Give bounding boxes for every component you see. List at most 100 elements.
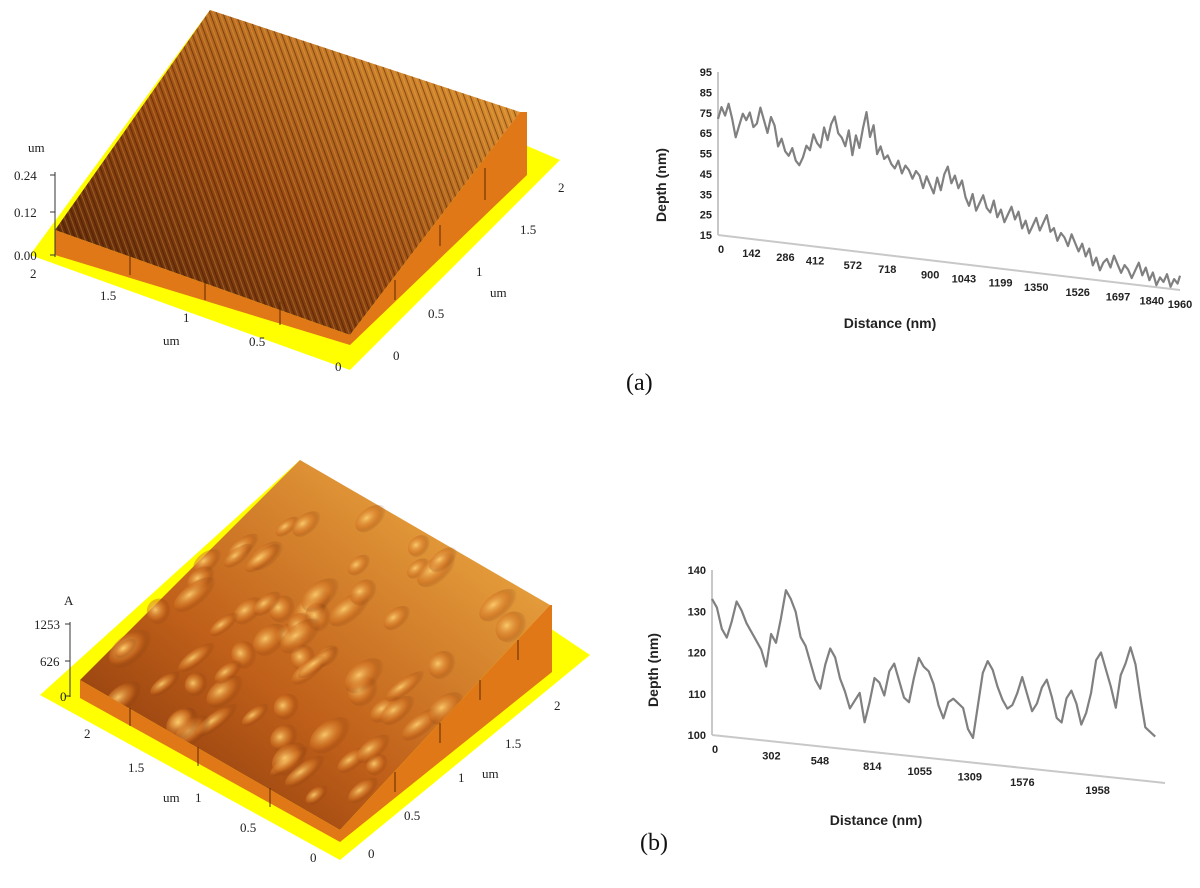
z-tick: 0.12: [14, 205, 37, 220]
x-tick: 0.5: [249, 334, 265, 349]
x-tick-label: 302: [762, 750, 780, 762]
x-tick-label: 286: [776, 252, 794, 264]
profile-chart-b: 140 130 120 110 100 0 302 548 814 1055 1309 1576 195…: [640, 555, 1195, 840]
x-tick-label: 814: [863, 761, 882, 773]
series-line: [716, 102, 1182, 288]
x-tick-label: 1576: [1010, 777, 1034, 789]
surface-bump: [349, 579, 379, 606]
surface-bump: [479, 588, 519, 622]
afm-surface-a-svg: um 0.24 0.12 0.00 2 1.5 1 0.5 0 um 0 0.5…: [14, 10, 565, 374]
surface-bump: [223, 543, 255, 568]
surface-bump: [214, 660, 244, 684]
y-tick-label: 45: [700, 169, 712, 181]
afm-surface-a: um 0.24 0.12 0.00 2 1.5 1 0.5 0 um 0 0.5…: [0, 0, 600, 400]
profile-chart-a: 95 85 75 65 55 45 35 25 15 0 142 286 412 572 718 900 104…: [640, 55, 1195, 345]
y-tick-label: 95: [700, 67, 712, 79]
x-tick: 0.5: [240, 820, 256, 835]
surface-bump: [383, 605, 412, 631]
x-tick-label: 1958: [1085, 785, 1109, 797]
x-axis-line: [711, 734, 1166, 784]
surface-right-wall: [340, 605, 552, 842]
surface-bump: [407, 535, 432, 558]
wall-grid-lines: [129, 168, 486, 325]
z-unit-label: um: [28, 140, 45, 155]
surface-texture: [55, 10, 520, 335]
y-unit-label: um: [490, 285, 507, 300]
x-unit-label: um: [163, 790, 180, 805]
y-tick-label: 130: [688, 606, 706, 618]
y-tick: 1.5: [505, 736, 521, 751]
x-tick: 2: [84, 726, 91, 741]
y-unit-label: um: [482, 766, 499, 781]
surface-bump: [280, 618, 323, 654]
y-tick-label: 75: [700, 108, 712, 120]
surface-bump: [241, 703, 271, 727]
x-tick-label: 0: [718, 244, 724, 256]
x-tick-label: 1526: [1065, 287, 1089, 299]
surface-bump: [166, 707, 201, 741]
surface-bump: [209, 612, 240, 637]
surface-bumps: [104, 504, 529, 805]
x-tick: 2: [30, 266, 37, 281]
y-tick-label: 100: [688, 730, 706, 742]
y-tick: 0.5: [428, 306, 444, 321]
z-tick: 0: [60, 689, 67, 704]
y-tick-label: 85: [700, 87, 712, 99]
x-axis-title: Distance (nm): [830, 812, 923, 828]
surface-bump: [275, 516, 301, 537]
x-tick-label: 1199: [989, 278, 1013, 290]
y-axis-title: Depth (nm): [653, 148, 669, 222]
surface-bump: [178, 642, 217, 672]
x-tick-label: 0: [712, 744, 718, 756]
x-tick-label: 412: [806, 256, 824, 268]
surface-bump: [206, 675, 245, 708]
x-tick: 1.5: [128, 760, 144, 775]
z-tick: 1253: [34, 617, 60, 632]
y-tick-label: 120: [688, 648, 706, 660]
x-tick-label: 548: [811, 755, 829, 767]
y-tick: 2: [558, 180, 565, 195]
x-tick-label: 718: [878, 264, 896, 276]
surface-bump: [271, 742, 310, 776]
afm-surface-b-svg: A 1253 626 0 2 1.5 1 0.5 0 um 0 0.5 1 1.…: [34, 460, 590, 865]
series-line: [711, 589, 1156, 739]
y-tick: 1: [476, 264, 483, 279]
x-tick-label: 1350: [1024, 282, 1048, 294]
x-axis-title: Distance (nm): [844, 315, 937, 331]
surface-bump: [495, 611, 529, 643]
z-unit-label: A: [64, 593, 74, 608]
surface-bump: [305, 785, 329, 805]
wall-grid-lines: [129, 640, 519, 807]
surface-bump: [429, 547, 459, 573]
surface-bump: [347, 554, 372, 576]
surface-bump: [380, 695, 417, 726]
x-axis-line: [717, 234, 1181, 291]
y-tick: 0: [393, 348, 400, 363]
x-tick-label: 1043: [952, 273, 976, 285]
z-tick: 626: [40, 654, 60, 669]
y-tick-label: 110: [688, 689, 706, 701]
y-tick-label: 15: [700, 230, 712, 242]
surface-bump: [292, 511, 323, 537]
y-tick: 0.5: [404, 808, 420, 823]
surface-bump: [115, 638, 138, 659]
x-tick-label: 572: [844, 260, 862, 272]
x-tick-label: 1697: [1106, 292, 1130, 304]
surface-bump: [150, 671, 182, 696]
surface-front-wall: [80, 680, 340, 842]
x-tick-label: 1960: [1168, 299, 1192, 311]
surface-bump: [273, 693, 301, 721]
surface-bump: [355, 504, 388, 533]
y-tick: 0: [368, 846, 375, 861]
surface-bump: [285, 755, 327, 788]
afm-surface-b: A 1253 626 0 2 1.5 1 0.5 0 um 0 0.5 1 1.…: [0, 440, 600, 883]
panel-label-b: (b): [640, 830, 668, 856]
x-tick: 0: [335, 359, 342, 374]
surface-bump: [348, 777, 380, 804]
x-unit-label: um: [163, 333, 180, 348]
y-tick-label: 140: [688, 565, 706, 577]
surface-right-wall: [350, 112, 527, 345]
panel-label-a: (a): [626, 370, 653, 396]
x-tick: 1: [195, 790, 202, 805]
surface-bump: [184, 672, 210, 697]
